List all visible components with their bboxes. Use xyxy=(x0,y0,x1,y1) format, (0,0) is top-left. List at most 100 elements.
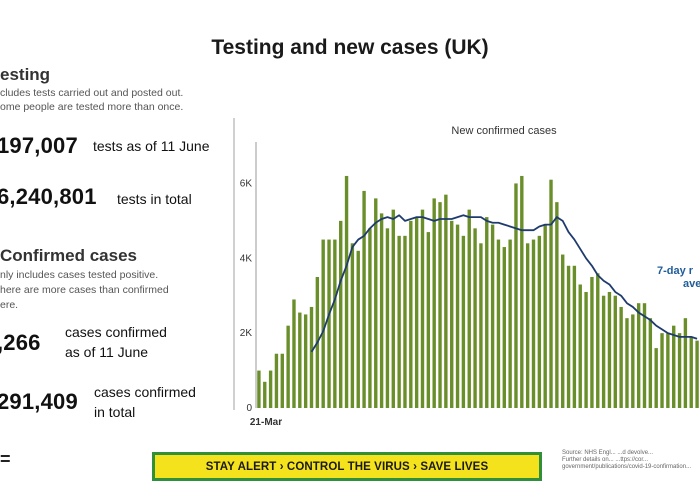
bar xyxy=(263,381,267,408)
bar xyxy=(414,217,419,408)
line-label-1: 7-day r xyxy=(657,265,694,277)
bar xyxy=(397,235,401,408)
testing-note-2: ome people are tested more than once. xyxy=(0,101,184,113)
source-line-2: Further details on... ...ttps://cor... xyxy=(562,457,649,463)
x-start-label: 21-Mar xyxy=(250,417,282,428)
bar xyxy=(561,254,565,408)
bar xyxy=(303,314,308,408)
bar xyxy=(695,340,699,408)
cases-daily-label-2: as of 11 June xyxy=(65,344,149,360)
bar xyxy=(666,333,670,408)
corner-mark: = xyxy=(0,449,11,469)
bar xyxy=(648,318,653,408)
y-tick-label: 6K xyxy=(240,178,253,189)
bar xyxy=(274,353,279,408)
bar xyxy=(490,224,495,408)
bar xyxy=(455,224,460,408)
cases-total-label-2: in total xyxy=(94,404,136,420)
cases-total-label-1: cases confirmed xyxy=(94,384,196,400)
bar xyxy=(309,306,314,408)
cases-daily-label-1: cases confirmed xyxy=(65,324,167,340)
bar xyxy=(432,198,436,408)
bar xyxy=(607,291,612,408)
bar xyxy=(473,228,477,408)
bar xyxy=(280,353,284,408)
bar xyxy=(654,348,658,408)
bar xyxy=(327,239,331,408)
bar xyxy=(596,273,600,408)
bar xyxy=(321,239,325,408)
bar xyxy=(642,303,647,408)
bar xyxy=(467,209,471,408)
bar xyxy=(438,202,442,408)
bar xyxy=(555,202,559,408)
bar xyxy=(257,370,261,408)
bar xyxy=(362,190,366,408)
testing-daily-value: 197,007 xyxy=(0,133,78,158)
bar xyxy=(391,209,395,408)
bar xyxy=(601,295,606,408)
page-title: Testing and new cases (UK) xyxy=(211,36,489,59)
bar xyxy=(590,277,594,408)
bar xyxy=(479,243,483,408)
bar xyxy=(683,318,688,408)
cases-heading: Confirmed cases xyxy=(0,246,137,265)
source-line-1: Source: NHS Engl... ...d devolve... xyxy=(562,450,654,456)
bar xyxy=(537,235,542,408)
cases-note-3: ere. xyxy=(0,299,19,311)
bar xyxy=(613,295,617,408)
bar xyxy=(672,325,676,408)
bar xyxy=(525,243,530,408)
testing-heading: esting xyxy=(0,65,51,84)
bar xyxy=(549,179,553,408)
cases-note-1: nly includes cases tested positive. xyxy=(0,269,159,281)
bar xyxy=(625,318,629,408)
y-tick-label: 2K xyxy=(240,328,253,339)
bar xyxy=(333,239,337,408)
bar xyxy=(584,291,588,408)
bar xyxy=(520,175,524,408)
bar xyxy=(514,183,518,408)
bar xyxy=(619,306,623,408)
bar xyxy=(572,265,577,408)
bar xyxy=(566,265,571,408)
testing-daily-label: tests as of 11 June xyxy=(93,138,210,154)
bar xyxy=(403,235,407,408)
bar xyxy=(409,220,413,408)
seven-day-average-line xyxy=(310,214,698,353)
bar xyxy=(689,336,693,408)
bar xyxy=(298,312,302,408)
testing-total-label: tests in total xyxy=(117,191,192,207)
bar xyxy=(356,250,360,408)
bar xyxy=(496,239,501,408)
bar xyxy=(339,220,343,408)
cases-note-2: here are more cases than confirmed xyxy=(0,284,169,296)
stay-alert-banner: STAY ALERT › CONTROL THE VIRUS › SAVE LI… xyxy=(152,452,542,481)
bar xyxy=(374,198,378,408)
bar xyxy=(286,325,290,408)
bar xyxy=(578,284,582,408)
bar xyxy=(677,333,682,408)
bar xyxy=(350,243,355,408)
cases-daily-value: ,266 xyxy=(0,330,41,355)
banner-text: STAY ALERT › CONTROL THE VIRUS › SAVE LI… xyxy=(205,460,489,473)
bar xyxy=(461,235,466,408)
divider xyxy=(233,118,235,410)
bar xyxy=(379,213,384,408)
line-label-2: ave xyxy=(683,278,700,290)
bar xyxy=(426,232,431,408)
bar xyxy=(344,175,349,408)
source-line-3: government/publications/covid-19-confirm… xyxy=(562,464,692,470)
testing-total-value: 6,240,801 xyxy=(0,184,97,209)
bar xyxy=(420,209,425,408)
bar xyxy=(450,220,454,408)
bar xyxy=(485,217,489,408)
bar xyxy=(385,228,390,408)
bar xyxy=(292,299,296,408)
y-tick-label: 4K xyxy=(240,253,253,264)
bar xyxy=(631,314,635,408)
bar xyxy=(660,333,664,408)
bar xyxy=(444,194,448,408)
cases-total-value: 291,409 xyxy=(0,389,78,414)
bar xyxy=(531,239,536,408)
